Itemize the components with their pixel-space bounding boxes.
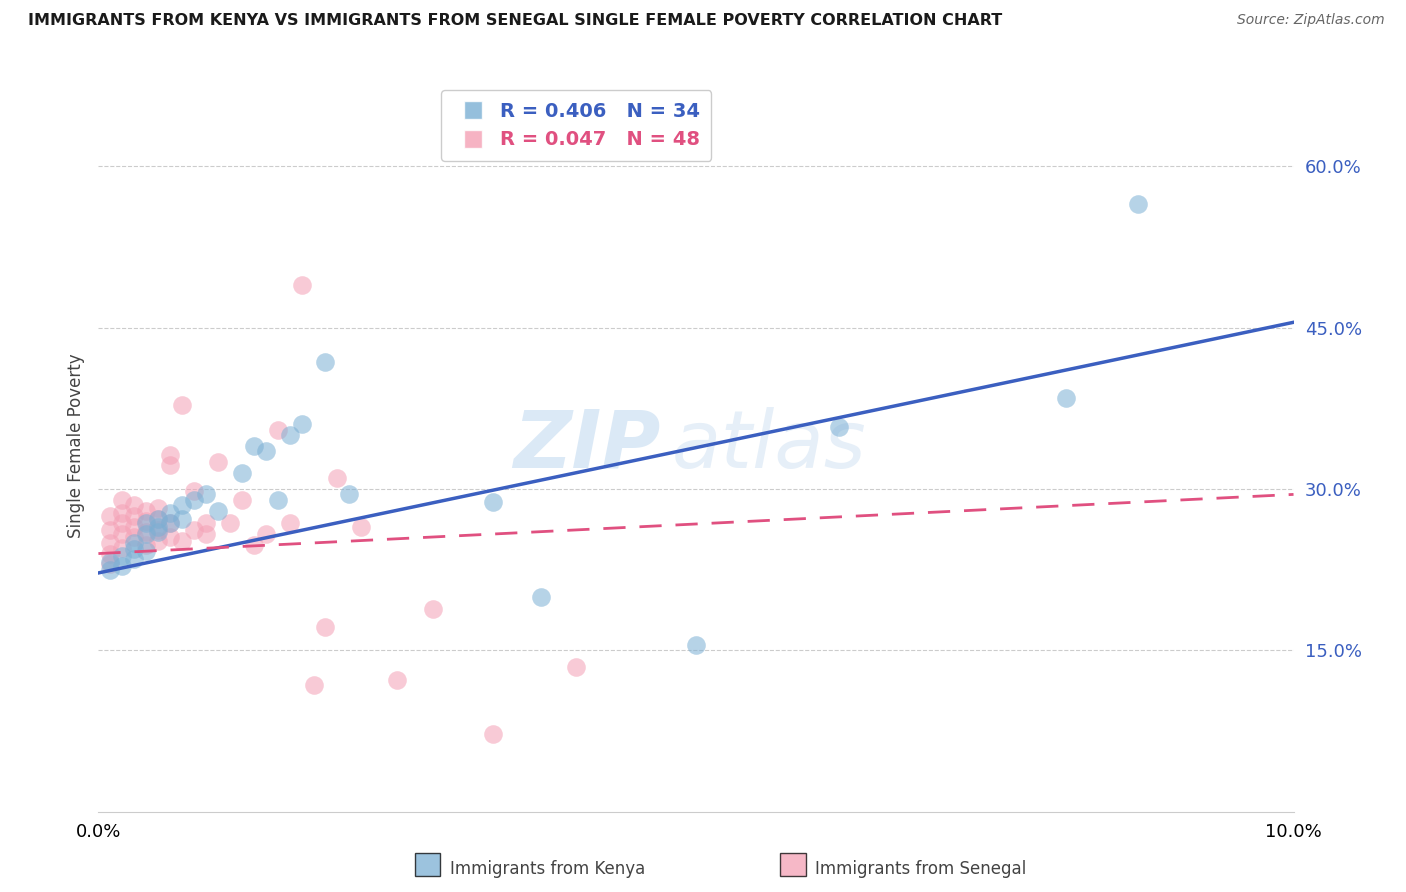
Point bbox=[148, 519, 170, 533]
Point bbox=[243, 439, 266, 453]
Point bbox=[135, 503, 157, 517]
Point bbox=[135, 527, 157, 541]
Point bbox=[267, 423, 290, 437]
Point bbox=[315, 620, 337, 634]
Point bbox=[148, 501, 170, 516]
Point bbox=[243, 538, 266, 552]
Point bbox=[159, 516, 181, 531]
Text: ZIP: ZIP bbox=[513, 407, 661, 485]
Point bbox=[124, 542, 146, 557]
Point bbox=[159, 516, 181, 531]
Point bbox=[350, 519, 373, 533]
Point bbox=[148, 512, 170, 526]
Point bbox=[685, 638, 707, 652]
Point bbox=[231, 492, 253, 507]
Point bbox=[422, 602, 444, 616]
Point bbox=[481, 495, 505, 509]
Point bbox=[111, 541, 134, 556]
Point bbox=[302, 678, 325, 692]
Point bbox=[159, 506, 181, 520]
Point bbox=[172, 512, 194, 526]
Point bbox=[385, 673, 409, 688]
Point bbox=[326, 471, 349, 485]
Point bbox=[124, 519, 146, 533]
Point bbox=[111, 492, 134, 507]
Point bbox=[111, 516, 134, 531]
Y-axis label: Single Female Poverty: Single Female Poverty bbox=[66, 354, 84, 538]
Point bbox=[148, 523, 170, 537]
Point bbox=[135, 516, 157, 531]
Point bbox=[148, 512, 170, 526]
Point bbox=[231, 466, 253, 480]
Point bbox=[291, 277, 314, 292]
Point bbox=[339, 487, 360, 501]
Point bbox=[100, 523, 122, 537]
Point bbox=[254, 527, 277, 541]
Point bbox=[135, 524, 157, 539]
Point bbox=[135, 544, 157, 558]
Point bbox=[159, 530, 181, 544]
Point bbox=[183, 484, 205, 499]
Point bbox=[100, 555, 122, 569]
Point bbox=[267, 492, 290, 507]
Point bbox=[183, 523, 205, 537]
Legend: R = 0.406   N = 34, R = 0.047   N = 48: R = 0.406 N = 34, R = 0.047 N = 48 bbox=[441, 90, 711, 161]
Point bbox=[124, 508, 146, 523]
Point bbox=[195, 516, 218, 531]
Point bbox=[124, 552, 146, 566]
Text: atlas: atlas bbox=[672, 407, 868, 485]
Point bbox=[111, 549, 134, 563]
Point bbox=[100, 508, 122, 523]
Text: Immigrants from Kenya: Immigrants from Kenya bbox=[450, 860, 645, 878]
Point bbox=[111, 527, 134, 541]
Point bbox=[481, 727, 505, 741]
Point bbox=[278, 428, 301, 442]
Point bbox=[315, 355, 337, 369]
Point bbox=[195, 527, 218, 541]
Point bbox=[1054, 391, 1078, 405]
Point bbox=[135, 538, 157, 552]
Point bbox=[124, 530, 146, 544]
Point bbox=[159, 458, 181, 473]
Point bbox=[100, 536, 122, 550]
Point bbox=[291, 417, 314, 432]
Point bbox=[565, 659, 588, 673]
Point bbox=[529, 590, 551, 604]
Point bbox=[124, 498, 146, 512]
Point bbox=[172, 498, 194, 512]
Point bbox=[254, 444, 277, 458]
Point bbox=[111, 559, 134, 574]
Point bbox=[219, 516, 242, 531]
Point bbox=[100, 547, 122, 561]
Point bbox=[100, 563, 122, 577]
Point bbox=[100, 558, 122, 572]
Point bbox=[207, 455, 229, 469]
Point bbox=[1128, 197, 1150, 211]
Point bbox=[148, 524, 170, 539]
Point bbox=[828, 419, 851, 434]
Point bbox=[278, 516, 301, 531]
Text: Source: ZipAtlas.com: Source: ZipAtlas.com bbox=[1237, 13, 1385, 28]
Point bbox=[159, 448, 181, 462]
Point bbox=[124, 536, 146, 550]
Point bbox=[195, 487, 218, 501]
Point bbox=[183, 492, 205, 507]
Point bbox=[172, 398, 194, 412]
Point bbox=[135, 514, 157, 528]
Point bbox=[148, 533, 170, 548]
Text: Immigrants from Senegal: Immigrants from Senegal bbox=[815, 860, 1026, 878]
Point bbox=[207, 503, 229, 517]
Point bbox=[172, 533, 194, 548]
Point bbox=[111, 506, 134, 520]
Text: IMMIGRANTS FROM KENYA VS IMMIGRANTS FROM SENEGAL SINGLE FEMALE POVERTY CORRELATI: IMMIGRANTS FROM KENYA VS IMMIGRANTS FROM… bbox=[28, 13, 1002, 29]
